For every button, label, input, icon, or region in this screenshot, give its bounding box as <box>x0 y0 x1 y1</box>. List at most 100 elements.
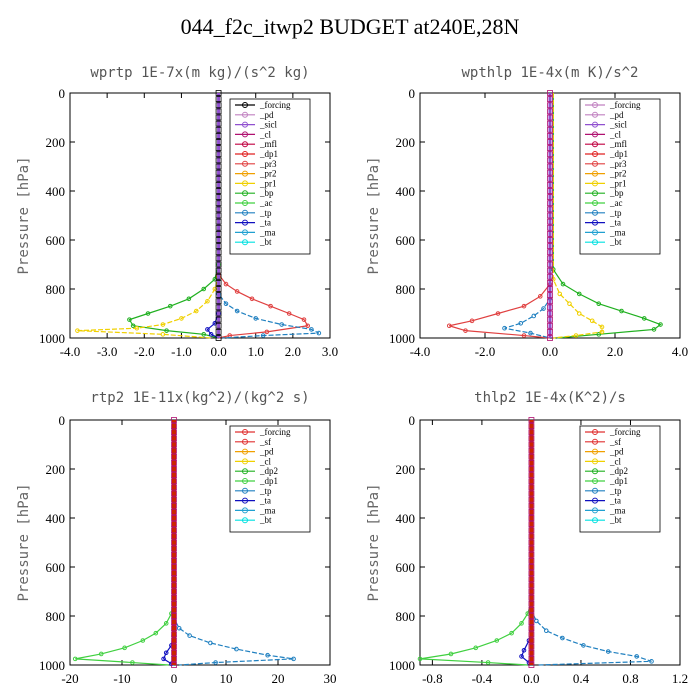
y-tick-label: 400 <box>396 511 416 526</box>
zero-term-marker <box>171 417 177 423</box>
zero-term-marker <box>547 224 553 231</box>
series-point <box>153 630 159 636</box>
x-tick-label: 10 <box>220 671 233 686</box>
legend-marker <box>592 121 598 128</box>
series-point <box>448 651 454 657</box>
series-line <box>419 420 533 666</box>
chart-panel-rtp2: rtp2 1E-11x(kg^2)/(kg^2 s) Pressure [hPa]… <box>16 390 337 686</box>
zero-term-marker <box>547 249 553 256</box>
zero-term-marker <box>528 447 535 454</box>
zero-term-marker <box>547 298 553 305</box>
zero-term-marker <box>528 508 535 515</box>
zero-term-marker <box>215 298 222 305</box>
series-point <box>599 324 605 330</box>
legend-marker <box>592 468 598 475</box>
zero-term-marker <box>171 551 177 558</box>
zero-term-marker <box>547 194 553 201</box>
zero-term-marker <box>528 496 535 503</box>
legend-marker <box>242 160 248 167</box>
chart-title: thlp2 1E-4x(K^2)/s <box>474 390 626 406</box>
legend-marker <box>592 219 598 226</box>
series-point <box>253 316 259 321</box>
zero-term-marker <box>215 114 222 121</box>
zero-term-marker <box>528 588 535 595</box>
series-point <box>205 327 210 332</box>
legend-marker <box>592 429 598 435</box>
legend-marker <box>242 468 248 475</box>
legend-item: _ta <box>609 496 621 506</box>
chart-panel-wprtp: wprtp 1E-7x(m kg)/(s^2 kg) Pressure [hPa]… <box>16 65 338 359</box>
x-tick-label: 3.0 <box>322 344 338 359</box>
y-tick-label: 200 <box>46 135 66 150</box>
zero-term-marker <box>528 551 535 558</box>
zero-term-marker <box>528 429 535 436</box>
zero-term-marker <box>215 145 222 152</box>
y-tick-label: 1000 <box>389 331 415 346</box>
zero-term-marker <box>215 335 222 341</box>
zero-term-marker <box>528 459 535 466</box>
zero-term-marker <box>547 230 553 237</box>
series-point <box>223 301 229 306</box>
zero-term-marker <box>215 132 222 139</box>
legend-item: _cl <box>609 129 621 139</box>
legend-item: _pd <box>609 110 624 120</box>
x-tick-label: 0 <box>171 671 178 686</box>
zero-term-marker <box>528 539 535 546</box>
zero-term-marker <box>528 619 535 626</box>
legend-marker <box>592 458 598 465</box>
series-point <box>134 325 140 331</box>
chart-panel-thlp2: thlp2 1E-4x(K^2)/s Pressure [hPa] -0.8 -0.4… <box>366 390 688 686</box>
series-point <box>161 656 166 662</box>
legend-item: _mfl <box>609 139 627 149</box>
legend-item: _dp1 <box>259 149 278 159</box>
legend-item: _dp1 <box>259 476 278 486</box>
series-point <box>265 652 270 658</box>
zero-term-marker <box>528 606 535 613</box>
legend-item: _ta <box>259 218 271 228</box>
series-point <box>469 318 475 324</box>
zero-term-marker <box>171 662 177 668</box>
zero-term-marker <box>547 188 553 194</box>
zero-term-marker <box>528 582 535 589</box>
series-point <box>573 333 579 338</box>
legend-item: _ta <box>259 496 271 506</box>
zero-term-marker <box>547 114 553 121</box>
series-point <box>521 303 527 309</box>
zero-term-marker <box>528 453 535 460</box>
legend-item: _ma <box>609 227 626 237</box>
series-point <box>234 308 240 314</box>
zero-term-marker <box>528 441 535 448</box>
legend-marker <box>242 102 248 108</box>
y-tick-label: 800 <box>46 609 66 624</box>
zero-term-marker <box>215 316 222 323</box>
y-axis-label: Pressure [hPa] <box>16 156 32 274</box>
zero-term-marker <box>547 255 553 262</box>
legend-marker <box>242 487 248 494</box>
chart-panel-wpthlp: wpthlp 1E-4x(m K)/s^2 Pressure [hPa] -4.0 -… <box>366 65 688 359</box>
legend-item: _cl <box>609 456 621 466</box>
series-point <box>140 638 146 643</box>
legend-item: _dp2 <box>259 466 278 476</box>
zero-term-marker <box>171 582 177 589</box>
zero-term-marker <box>528 637 535 644</box>
series-point <box>260 333 266 338</box>
zero-term-marker <box>171 496 177 503</box>
series-point <box>557 291 563 297</box>
zero-term-marker <box>215 188 222 194</box>
legend-item: _sicl <box>609 120 627 130</box>
x-tick-label: 0.0 <box>210 344 226 359</box>
x-tick-label: -1.0 <box>171 344 192 359</box>
series-point <box>186 296 192 302</box>
zero-term-marker <box>215 237 222 243</box>
zero-term-marker <box>171 649 177 656</box>
zero-term-marker <box>547 132 553 139</box>
legend-item: _pr3 <box>609 159 627 169</box>
series-point <box>301 317 307 322</box>
legend-item: _pd <box>259 110 274 120</box>
legend-marker <box>242 180 248 187</box>
x-tick-label: 0.0 <box>542 344 558 359</box>
zero-term-marker <box>171 447 177 454</box>
series-point <box>163 621 169 626</box>
zero-term-marker <box>215 151 222 158</box>
zero-term-marker <box>215 157 222 164</box>
